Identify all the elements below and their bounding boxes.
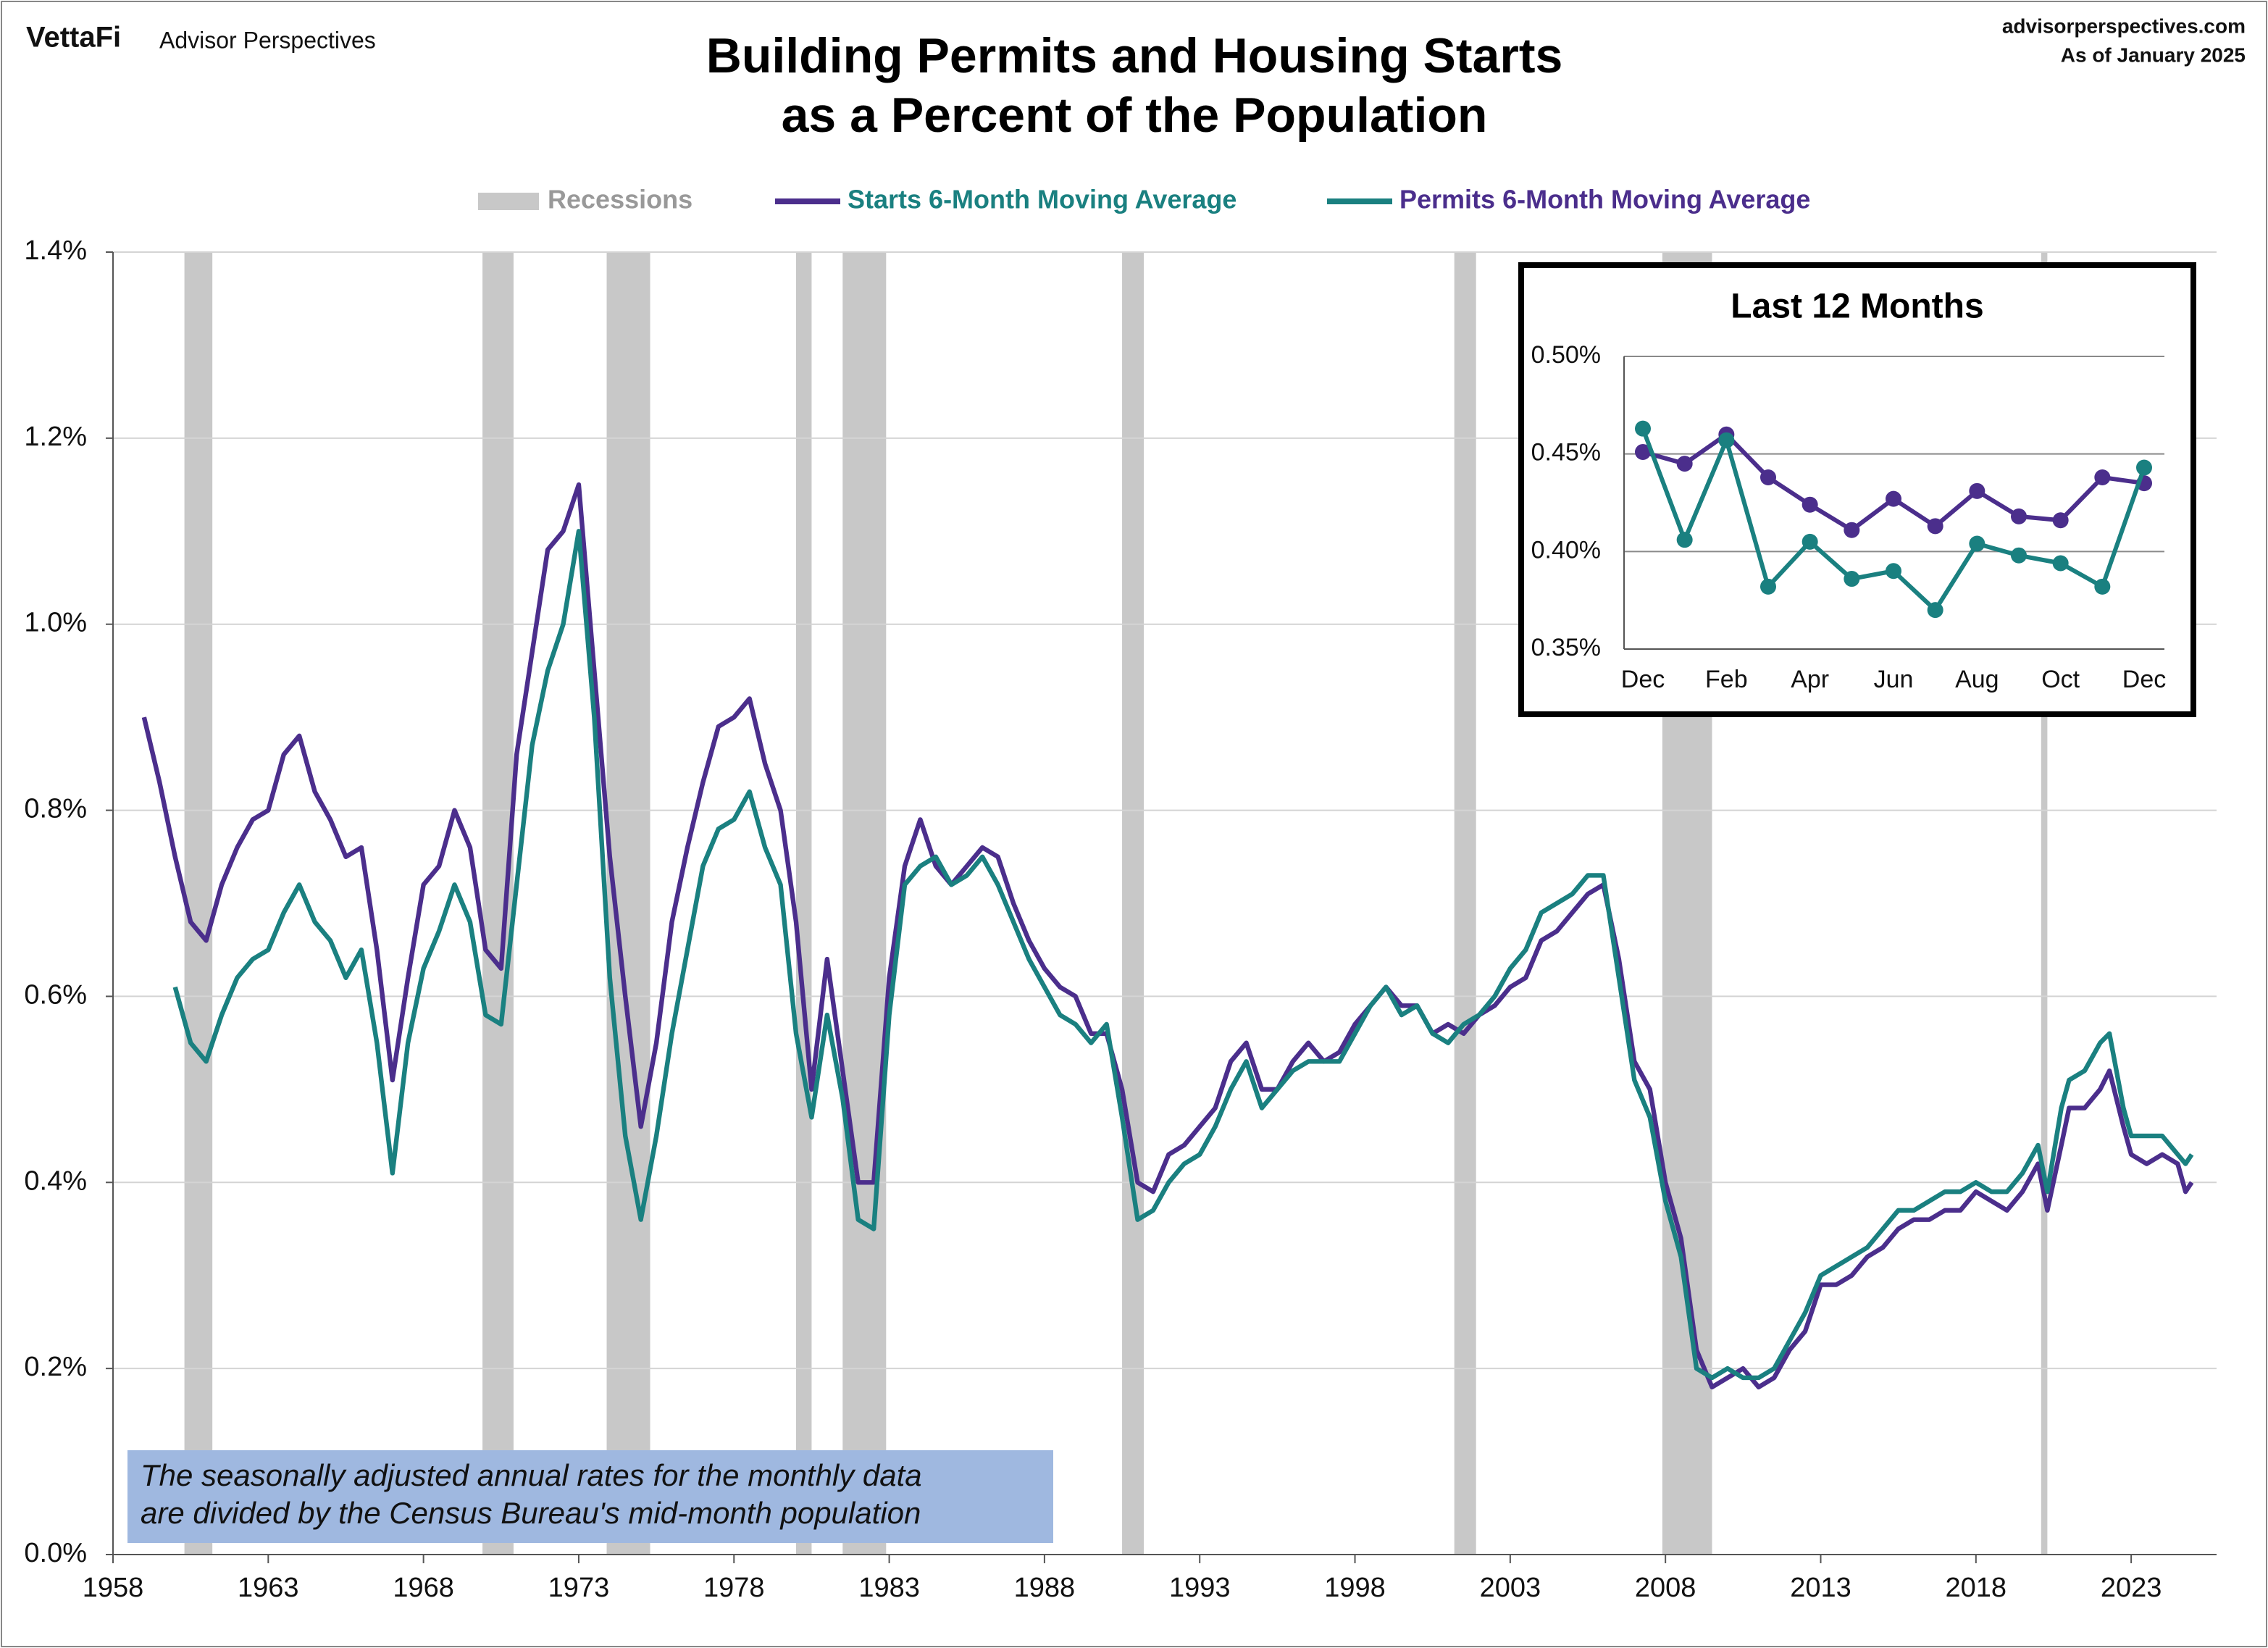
- x-tick-label: 2023: [2101, 1573, 2162, 1603]
- x-tick-label: 2008: [1635, 1573, 1696, 1603]
- marker: [1676, 456, 1693, 472]
- marker: [2094, 578, 2111, 595]
- marker: [1635, 420, 1651, 437]
- x-tick-label: 1968: [393, 1573, 454, 1603]
- marker: [2136, 459, 2152, 476]
- x-tick-label: Dec: [2122, 666, 2166, 693]
- x-tick-label: 1993: [1169, 1573, 1231, 1603]
- y-tick-label: 0.35%: [1531, 634, 1601, 661]
- marker: [1844, 571, 1860, 587]
- x-tick-label: 2003: [1480, 1573, 1541, 1603]
- marker: [1760, 578, 1776, 595]
- legend-swatch: [478, 193, 539, 210]
- y-tick-label: 1.2%: [24, 422, 87, 452]
- x-tick-label: Feb: [1705, 666, 1748, 693]
- marker: [1969, 535, 1985, 552]
- legend-label: Permits 6-Month Moving Average: [1399, 185, 1810, 214]
- marker: [1969, 482, 1985, 499]
- x-tick-label: 1958: [83, 1573, 144, 1603]
- x-tick-label: Oct: [2041, 666, 2080, 693]
- marker: [1718, 432, 1735, 448]
- x-tick-label: 2018: [1946, 1573, 2007, 1603]
- recession-band: [842, 252, 887, 1555]
- y-tick-label: 0.8%: [24, 794, 87, 824]
- y-tick-label: 0.4%: [24, 1166, 87, 1196]
- marker: [2094, 469, 2111, 485]
- marker: [1886, 563, 1901, 580]
- marker: [2011, 547, 2027, 564]
- x-tick-label: Aug: [1955, 666, 1999, 693]
- x-tick-label: Apr: [1791, 666, 1829, 693]
- legend-label: Starts 6-Month Moving Average: [848, 185, 1236, 214]
- recession-band: [1454, 252, 1476, 1555]
- recession-band: [795, 252, 812, 1555]
- x-tick-label: Dec: [1621, 666, 1665, 693]
- chart-title: as a Percent of the Population: [782, 88, 1488, 143]
- marker: [2011, 508, 2027, 524]
- note-box: [127, 1450, 1053, 1543]
- recession-band: [184, 252, 213, 1555]
- marker: [1927, 602, 1943, 619]
- note: The seasonally adjusted annual rates for…: [141, 1458, 922, 1492]
- brand: VettaFi: [26, 22, 121, 54]
- marker: [1802, 533, 1818, 550]
- y-tick-label: 1.0%: [24, 608, 87, 638]
- site: advisorperspectives.com: [2002, 14, 2246, 37]
- marker: [1676, 532, 1693, 548]
- x-tick-label: 1973: [548, 1573, 610, 1603]
- y-tick-label: 0.50%: [1531, 341, 1601, 369]
- marker: [1635, 443, 1651, 460]
- x-tick-label: 1963: [238, 1573, 299, 1603]
- inset-title: Last 12 Months: [1731, 288, 1983, 326]
- chart-title: Building Permits and Housing Starts: [706, 28, 1563, 83]
- recession-band: [482, 252, 514, 1555]
- x-tick-label: Jun: [1874, 666, 1914, 693]
- marker: [1927, 518, 1943, 535]
- note: are divided by the Census Bureau's mid-m…: [141, 1496, 921, 1530]
- series-line: [172, 529, 2194, 1381]
- publisher: Advisor Perspectives: [159, 27, 376, 53]
- marker: [1886, 490, 1901, 507]
- y-tick-label: 0.6%: [24, 979, 87, 1010]
- marker: [2052, 555, 2069, 572]
- marker: [1844, 522, 1860, 538]
- y-tick-label: 1.4%: [24, 235, 87, 266]
- x-tick-label: 1983: [858, 1573, 920, 1603]
- series-line: [141, 482, 2194, 1390]
- y-tick-label: 0.40%: [1531, 536, 1601, 564]
- x-tick-label: 2013: [1790, 1573, 1851, 1603]
- as-of-date: As of January 2025: [2061, 43, 2246, 66]
- recession-band: [1122, 252, 1145, 1555]
- main-plot: 0.0% 0.2% 0.4% 0.6% 0.8% 1.0% 1.2% 1.4% 1958 1963…: [24, 185, 2217, 1603]
- x-tick-label: 1978: [703, 1573, 765, 1603]
- x-tick-label: 1988: [1014, 1573, 1076, 1603]
- y-tick-label: 0.45%: [1531, 439, 1601, 467]
- marker: [1760, 469, 1776, 485]
- marker: [2052, 512, 2069, 529]
- y-tick-label: 0.2%: [24, 1352, 87, 1382]
- marker: [1802, 496, 1818, 513]
- recession-band: [2041, 252, 2048, 1555]
- legend-label: Recessions: [548, 185, 692, 214]
- inset-plot: 0.35% 0.40% 0.45% 0.50% Dec Feb Apr Jun Aug Oct De…: [1531, 341, 2167, 693]
- inset-box: [1518, 262, 2196, 717]
- y-tick-label: 0.0%: [24, 1538, 87, 1568]
- x-tick-label: 1998: [1324, 1573, 1386, 1603]
